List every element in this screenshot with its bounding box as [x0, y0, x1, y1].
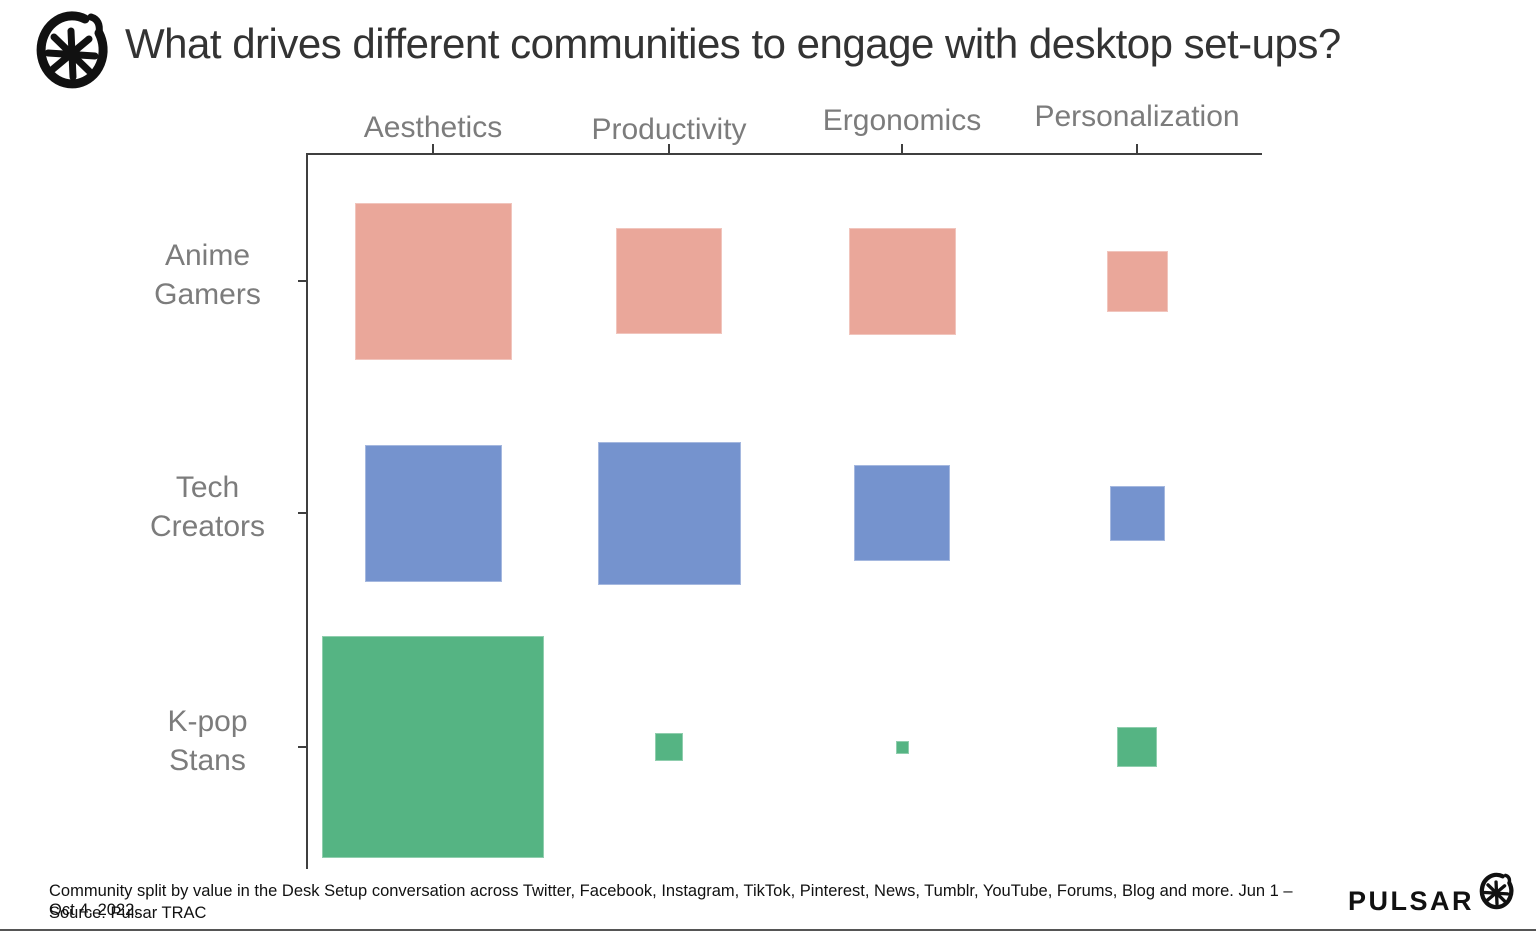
x-axis-tick [668, 144, 670, 153]
matrix-square-k-pop-stans-personalization [1117, 727, 1157, 767]
column-header-aesthetics: Aesthetics [363, 111, 503, 144]
x-axis-tick [1136, 144, 1138, 153]
y-axis-tick [298, 512, 307, 514]
y-axis-tick [298, 746, 307, 748]
pulsar-logo-icon-small [1479, 872, 1514, 910]
matrix-square-tech-creators-productivity [597, 441, 741, 585]
x-axis-tick [901, 144, 903, 153]
x-axis-tick [432, 144, 434, 153]
matrix-square-tech-creators-personalization [1109, 485, 1165, 541]
pulsar-wordmark: PULSAR [1348, 886, 1475, 916]
row-label-k-pop-stans: K-pop Stans [167, 705, 248, 777]
column-header-ergonomics: Ergonomics [822, 104, 982, 137]
row-label-tech-creators: Tech Creators [149, 471, 266, 543]
column-header-personalization: Personalization [1034, 100, 1240, 133]
matrix-square-tech-creators-ergonomics [854, 465, 950, 561]
bottom-divider [0, 929, 1536, 931]
column-header-productivity: Productivity [591, 113, 747, 146]
matrix-square-anime-gamers-productivity [616, 228, 722, 334]
matrix-square-k-pop-stans-productivity [655, 733, 683, 761]
row-label-anime-gamers: Anime Gamers [154, 239, 261, 311]
matrix-square-k-pop-stans-aesthetics [322, 636, 544, 858]
footer-brand: PULSAR [1348, 872, 1516, 917]
y-axis-line [306, 153, 308, 869]
y-axis-tick [298, 280, 307, 282]
x-axis-line [307, 153, 1262, 155]
page-title: What drives different communities to eng… [125, 20, 1341, 67]
matrix-square-k-pop-stans-ergonomics [895, 740, 909, 754]
matrix-square-anime-gamers-ergonomics [848, 227, 956, 335]
pulsar-logo-icon [36, 11, 108, 89]
matrix-square-tech-creators-aesthetics [364, 444, 502, 582]
matrix-square-anime-gamers-aesthetics [354, 202, 512, 360]
matrix-square-anime-gamers-personalization [1106, 250, 1168, 312]
footer-caption: Community split by value in the Desk Set… [49, 882, 1293, 919]
footer-source: Source: Pulsar TRAC [49, 904, 207, 922]
